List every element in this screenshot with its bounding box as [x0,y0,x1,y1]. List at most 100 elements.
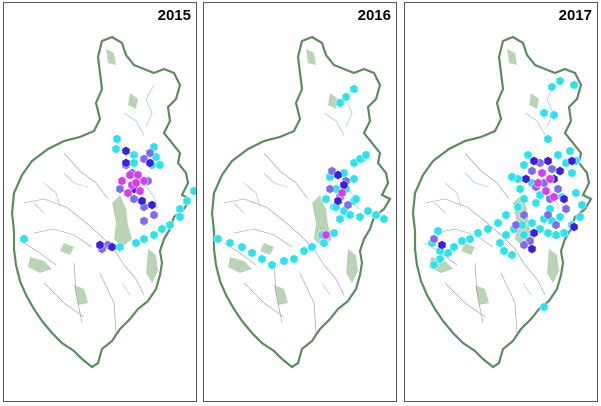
hex-cell-cyan [555,212,565,222]
hex-cell-cyan [112,134,122,144]
hex-cell-cyan [501,210,511,220]
hex-cell-blue [437,240,447,250]
road-line [33,228,93,248]
hex-cell-cyan [567,168,577,178]
year-label: 2016 [357,7,391,24]
hex-cell-cyan [175,212,185,222]
road-line [500,272,518,334]
woodland-area [106,49,116,65]
hex-cell-cyan [321,194,331,204]
hex-cell-cyan [527,218,537,228]
road-line [474,262,484,324]
hex-cell-blue [527,244,537,254]
hex-cell-magenta [541,186,551,196]
hex-cell-cyan [553,150,563,160]
island-outline [210,35,392,369]
woodland-area [547,249,559,283]
hex-cell-blue [137,196,147,206]
road-line [299,272,317,334]
island-base [10,35,192,369]
road-line [23,242,57,266]
hex-cell-magenta [337,188,347,198]
hex-cell-magenta [139,176,149,186]
river-line [444,182,462,208]
hex-cell-cyan [157,224,167,234]
woodland-area [112,195,132,247]
woodland-area [146,249,158,283]
hex-cell-cyan [155,160,165,170]
hex-cell-cyan [182,196,192,206]
hex-cell-cyan [495,238,505,248]
hex-cell-violet [527,166,537,176]
hex-cell-cyan [559,228,569,238]
river-line [145,84,155,128]
hex-cell-cyan [129,150,139,160]
road-line [63,152,109,200]
road-line [223,198,315,250]
woodland-area [306,49,316,65]
hex-cell-cyan [569,80,579,90]
hex-cell-cyan [539,302,549,312]
hex-cell-cyan [225,238,235,248]
hex-cell-magenta [533,178,543,188]
hex-cell-violet [561,204,571,214]
hex-cell-cyan [519,160,529,170]
hex-cell-violet [139,216,149,226]
woodland-area [60,243,74,255]
woodland-area [260,243,274,255]
river-line [434,202,446,214]
hex-cell-magenta [321,230,331,240]
hex-cell-cyan [189,186,196,196]
hex-cell-magenta [117,176,127,186]
hex-cell-cyan [355,212,365,222]
hex-layer [19,134,196,254]
hex-cell-cyan [349,84,359,94]
hex-cell-cyan [111,144,121,154]
year-label: 2015 [157,7,191,24]
hex-cell-cyan [571,188,581,198]
hex-cell-blue [567,156,577,166]
hex-cell-cyan [379,214,389,224]
hex-cell-cyan [547,82,557,92]
hex-cell-violet [519,210,529,220]
hex-cell-blue [339,180,349,190]
map-svg [411,35,593,369]
year-label: 2017 [558,7,592,24]
road-line [273,262,283,324]
hex-cell-cyan [539,108,549,118]
woodland-area [346,249,358,283]
hex-cell-magenta [545,174,555,184]
hex-cell-cyan [131,238,141,248]
river-line [464,172,490,188]
hex-cell-cyan [213,234,223,244]
hex-cell-cyan [519,194,529,204]
river-line [263,172,289,188]
river-line [243,182,261,208]
river-line [43,182,61,208]
hex-cell-cyan [513,202,523,212]
hex-cell-blue [543,156,553,166]
river-line [121,282,131,296]
map-panel-2016: 2016 [203,2,397,402]
hex-cell-magenta [537,168,547,178]
river-line [546,84,556,128]
river-line [345,84,355,128]
woodland-area [228,257,252,273]
hex-cell-violet [551,220,561,230]
hex-cell-blue [107,242,117,252]
road-line [113,248,145,296]
hex-cell-blue [121,158,131,168]
hex-cell-violet [343,200,353,210]
hex-cell-blue [569,222,579,232]
hex-cell-cyan [363,206,373,216]
river-line [233,202,245,214]
road-line [313,248,345,296]
road-line [434,228,494,248]
hex-cell-cyan [349,174,359,184]
hex-cell-cyan [307,242,317,252]
hex-cell-cyan [149,230,159,240]
hex-cell-cyan [531,198,541,208]
hex-cell-cyan [465,234,475,244]
hex-cell-cyan [247,248,257,258]
hex-cell-magenta [131,178,141,188]
